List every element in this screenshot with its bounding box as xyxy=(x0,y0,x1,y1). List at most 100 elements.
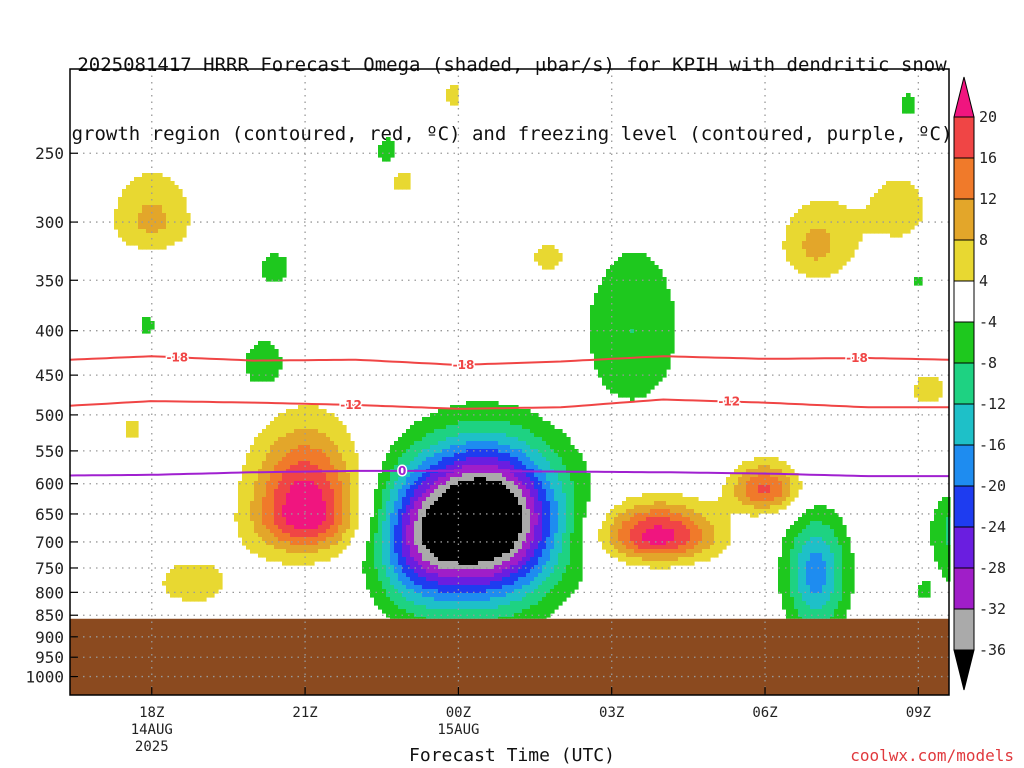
omega-cell xyxy=(478,449,483,458)
omega-cell xyxy=(510,449,515,458)
omega-cell xyxy=(558,553,563,582)
omega-cell xyxy=(650,553,655,562)
omega-cell xyxy=(450,569,455,578)
omega-cell xyxy=(282,549,287,566)
y-tick-label: 250 xyxy=(35,144,64,163)
omega-cell xyxy=(614,505,619,518)
omega-cell xyxy=(370,517,375,598)
omega-cell xyxy=(682,497,687,506)
omega-cell xyxy=(886,181,891,234)
omega-cell xyxy=(830,509,835,530)
omega-cell xyxy=(634,253,639,398)
y-tick-label: 1000 xyxy=(25,668,64,687)
colorbar-tick-label: 20 xyxy=(979,108,997,126)
omega-cell xyxy=(530,481,535,498)
omega-cell xyxy=(658,553,663,562)
omega-cell xyxy=(450,425,455,438)
omega-cell xyxy=(346,433,351,474)
omega-cell xyxy=(626,509,631,522)
omega-cell xyxy=(190,565,195,602)
omega-cell xyxy=(418,553,423,566)
omega-cell xyxy=(162,213,167,230)
omega-cell xyxy=(282,533,287,542)
omega-cell xyxy=(674,513,679,522)
omega-cell xyxy=(274,549,279,562)
omega-cell xyxy=(442,493,447,562)
omega-cell xyxy=(298,553,303,566)
omega-cell xyxy=(418,509,423,554)
omega-cell xyxy=(382,461,387,490)
omega-cell xyxy=(406,565,411,578)
contour-label: -18 xyxy=(166,350,188,364)
terrain-below-ground xyxy=(70,618,949,695)
omega-cell xyxy=(238,481,243,538)
omega-cell xyxy=(474,433,479,442)
omega-cell xyxy=(478,421,483,434)
omega-cell xyxy=(818,609,823,619)
contour-label: 0 xyxy=(398,464,406,478)
omega-cell xyxy=(746,481,751,498)
omega-cell xyxy=(386,577,391,598)
omega-cell xyxy=(578,453,583,582)
omega-cell xyxy=(210,565,215,598)
omega-cell xyxy=(518,569,523,578)
omega-cell xyxy=(814,505,819,522)
omega-cell xyxy=(362,561,367,574)
omega-cell xyxy=(514,553,519,566)
omega-cell xyxy=(798,517,803,534)
omega-cell xyxy=(786,497,791,506)
omega-cell xyxy=(162,581,167,586)
omega-cell xyxy=(478,457,483,466)
omega-cell xyxy=(530,413,535,434)
omega-cell xyxy=(642,533,647,542)
omega-cell xyxy=(538,585,543,602)
omega-cell xyxy=(442,469,447,478)
omega-cell xyxy=(478,473,483,478)
omega-cell xyxy=(878,189,883,234)
omega-cell xyxy=(622,501,627,514)
omega-cell xyxy=(934,509,939,562)
omega-cell xyxy=(682,517,687,526)
omega-cell xyxy=(614,549,619,558)
omega-cell xyxy=(802,601,807,619)
omega-cell xyxy=(418,421,423,442)
omega-cell xyxy=(702,549,707,562)
omega-cell xyxy=(522,429,527,442)
omega-cell xyxy=(306,545,311,554)
omega-cell xyxy=(650,517,655,530)
omega-cell xyxy=(178,565,183,598)
omega-cell xyxy=(390,445,395,470)
omega-cell xyxy=(166,573,171,594)
omega-cell xyxy=(470,577,475,586)
omega-cell xyxy=(694,545,699,554)
omega-cell xyxy=(702,517,707,550)
omega-cell xyxy=(546,537,551,562)
omega-cell xyxy=(678,553,683,558)
omega-cell xyxy=(510,601,515,618)
omega-cell xyxy=(766,485,771,494)
omega-cell xyxy=(682,505,687,518)
omega-cell xyxy=(654,553,659,562)
omega-cell xyxy=(642,513,647,522)
omega-cell xyxy=(330,545,335,558)
credit-link[interactable]: coolwx.com/models xyxy=(850,746,1014,765)
omega-cell xyxy=(546,561,551,578)
omega-cell xyxy=(514,477,519,486)
omega-cell xyxy=(490,441,495,450)
omega-cell xyxy=(470,441,475,450)
omega-cell xyxy=(742,461,747,474)
omega-cell xyxy=(530,461,535,470)
omega-cell xyxy=(530,557,535,570)
omega-cell xyxy=(634,553,639,558)
omega-cell xyxy=(134,177,139,246)
omega-cell xyxy=(430,573,435,582)
omega-cell xyxy=(286,493,291,526)
omega-cell xyxy=(274,441,279,466)
omega-cell xyxy=(298,529,303,538)
omega-cell xyxy=(790,469,795,502)
omega-cell xyxy=(454,453,459,462)
omega-cell xyxy=(318,489,323,526)
omega-cell xyxy=(518,589,523,602)
omega-cell xyxy=(450,609,455,619)
omega-cell xyxy=(814,229,819,262)
